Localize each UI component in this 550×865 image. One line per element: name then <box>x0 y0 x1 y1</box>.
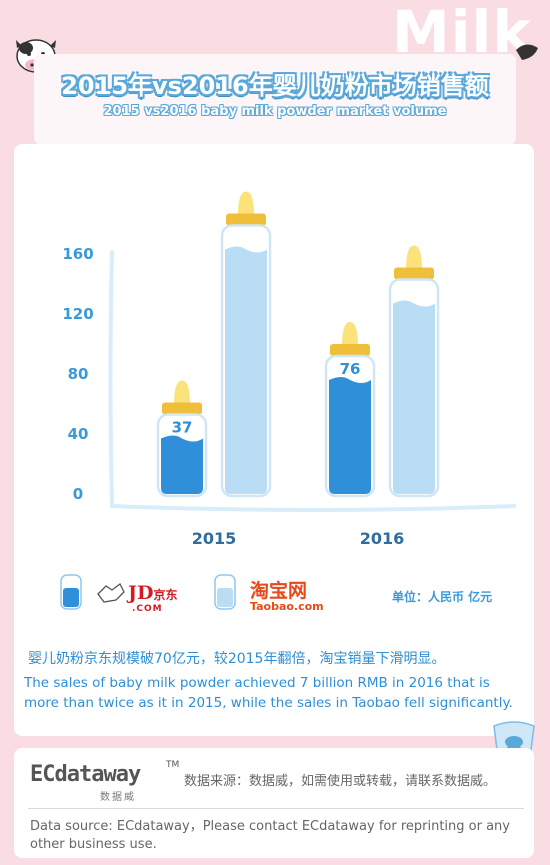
title-en: 2015 vs2016 baby milk powder market volu… <box>103 104 447 119</box>
data-label: 37 <box>172 419 193 437</box>
y-tick-label: 0 <box>73 485 83 503</box>
data-label: 76 <box>340 360 361 378</box>
ecdataway-logo-cn: 数据威 <box>100 792 136 803</box>
x-axis-line <box>110 504 516 512</box>
y-tick-label: 120 <box>62 305 93 323</box>
chart-svg: 0 40 80 120 160 2015 37 163 2016 76 127 <box>62 191 516 548</box>
jd-dog-icon <box>97 583 125 603</box>
data-label: 163 <box>230 230 261 248</box>
bar <box>393 300 435 494</box>
bottle-cap <box>162 402 202 415</box>
y-tick-label: 80 <box>68 365 89 383</box>
cow-spot-icon <box>516 44 538 60</box>
jd-logo-com: .COM <box>132 604 163 614</box>
bottle-nipple <box>406 245 422 270</box>
summary-en: The sales of baby milk powder achieved 7… <box>24 675 513 711</box>
data-label: 127 <box>398 284 429 302</box>
ecdataway-logo: ECdataway <box>30 762 141 787</box>
y-tick-label: 160 <box>62 245 93 263</box>
bar <box>329 377 371 494</box>
x-tick-label: 2015 <box>192 529 237 548</box>
taobao-logo-cn: 淘宝网 <box>250 580 308 602</box>
y-tick-label: 40 <box>68 425 89 443</box>
bar <box>161 435 203 494</box>
source-en: Data source: ECdataway，Please contact EC… <box>30 819 510 852</box>
bottle-nipple <box>238 191 254 216</box>
bottle-cap <box>394 267 434 280</box>
taobao-bottle-swatch-icon <box>214 574 236 610</box>
footer-divider <box>28 808 524 809</box>
jd-bottle-swatch-icon <box>60 574 82 610</box>
footer-card <box>14 748 534 858</box>
trademark-mark: TM <box>166 760 180 770</box>
bottle-nipple <box>342 322 358 346</box>
unit-label: 单位：人民币 亿元 <box>392 590 493 604</box>
bottle-cap <box>226 213 266 226</box>
jd-logo-mark: JD <box>128 582 154 604</box>
chart-card: 0 40 80 120 160 2015 37 163 2016 76 127 JD京东 .COM … <box>14 144 534 736</box>
taobao-logo-en: Taobao.com <box>250 600 324 613</box>
title-cn: 2015年vs2016年婴儿奶粉市场销售额 <box>61 72 489 100</box>
bar <box>225 246 267 494</box>
jd-logo-cn: 京东 <box>153 588 178 602</box>
source-cn: 数据来源：数据威，如需使用或转载，请联系数据威。 <box>184 774 497 789</box>
y-axis-line <box>108 250 114 506</box>
summary-cn: 婴儿奶粉京东规模破70亿元，较2015年翻倍，淘宝销量下滑明显。 <box>28 651 446 667</box>
jd-logo: JD京东 <box>128 582 177 604</box>
x-tick-label: 2016 <box>360 529 405 548</box>
header-card <box>34 54 516 144</box>
bottle-cap <box>330 344 370 356</box>
bottle-nipple <box>174 380 190 405</box>
